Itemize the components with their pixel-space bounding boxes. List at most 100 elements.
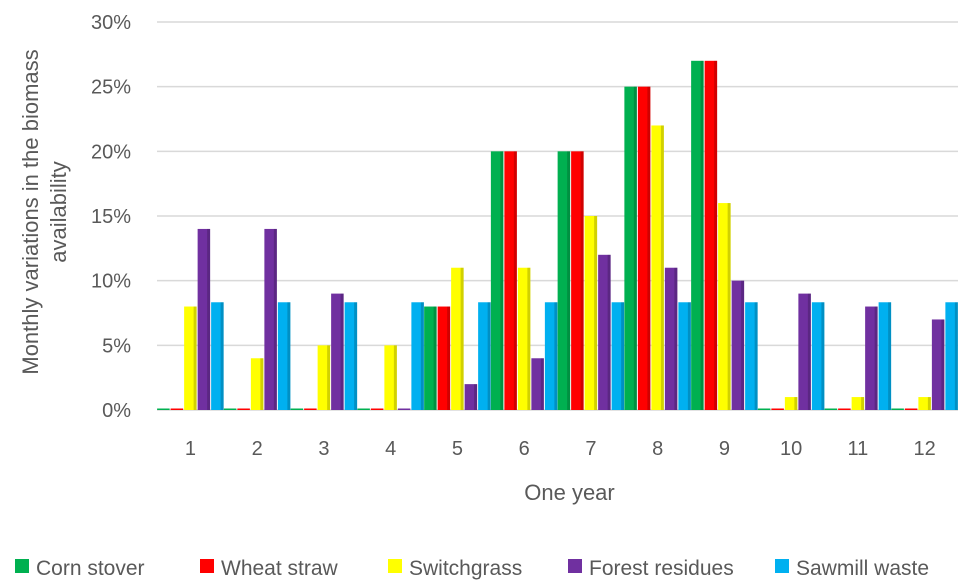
bar bbox=[184, 306, 197, 410]
bar-shade bbox=[327, 345, 331, 410]
bar bbox=[945, 302, 958, 410]
bar-shade bbox=[287, 302, 291, 410]
bar-shade bbox=[633, 86, 637, 411]
bar-shade bbox=[700, 60, 704, 411]
legend-label: Forest residues bbox=[589, 557, 734, 580]
x-tick-label: 11 bbox=[847, 438, 868, 460]
bar bbox=[170, 408, 184, 410]
x-tick-label: 5 bbox=[452, 438, 463, 460]
bar bbox=[745, 302, 758, 410]
bar-shade bbox=[687, 302, 691, 410]
y-tick-label: 5% bbox=[102, 335, 131, 357]
bar-shade bbox=[821, 302, 825, 410]
bar-shade bbox=[621, 302, 625, 410]
bar bbox=[624, 86, 637, 411]
bar bbox=[851, 397, 865, 410]
bar-shade bbox=[460, 267, 464, 410]
y-tick-label: 15% bbox=[91, 206, 131, 228]
bar-shade bbox=[513, 151, 517, 411]
bar-shade bbox=[220, 302, 224, 410]
x-tick-label: 10 bbox=[780, 438, 802, 460]
bar bbox=[397, 408, 411, 410]
bar bbox=[824, 408, 838, 410]
bar-shade bbox=[260, 358, 264, 410]
bar bbox=[904, 408, 918, 410]
x-tick-label: 3 bbox=[318, 438, 329, 460]
bar bbox=[838, 408, 851, 410]
x-tick-label: 9 bbox=[719, 438, 730, 460]
bars bbox=[157, 60, 958, 411]
bar bbox=[490, 151, 504, 411]
bar bbox=[571, 151, 584, 411]
bar-shade bbox=[193, 306, 197, 410]
bar-shade bbox=[861, 397, 865, 410]
bar-shade bbox=[927, 397, 931, 410]
legend-swatch bbox=[388, 559, 402, 573]
y-axis-title: Monthly variations in the biomass availa… bbox=[18, 49, 71, 374]
bar bbox=[197, 228, 211, 410]
bar bbox=[517, 267, 531, 410]
bar bbox=[651, 125, 664, 410]
bar bbox=[784, 397, 798, 410]
bar bbox=[344, 302, 358, 410]
bar-shade bbox=[714, 60, 718, 411]
bar bbox=[157, 408, 170, 410]
bar bbox=[370, 408, 384, 410]
bar-shade bbox=[567, 151, 571, 411]
legend-label: Wheat straw bbox=[221, 557, 339, 580]
y-tick-label: 25% bbox=[91, 77, 131, 99]
bar-shade bbox=[447, 306, 451, 410]
bar-shade bbox=[580, 151, 584, 411]
bar bbox=[237, 408, 250, 410]
bar-shade bbox=[474, 384, 478, 410]
bar-shade bbox=[487, 302, 491, 410]
y-tick-label: 0% bbox=[102, 400, 131, 422]
x-tick-label: 8 bbox=[652, 438, 663, 460]
bar-shade bbox=[527, 267, 531, 410]
bar-shade bbox=[340, 293, 344, 410]
bar-shade bbox=[888, 302, 892, 410]
bar bbox=[411, 302, 424, 410]
bar bbox=[211, 302, 224, 410]
bar bbox=[277, 302, 291, 410]
y-axis-title-line-1: Monthly variations in the biomass bbox=[18, 49, 43, 374]
bar-shade bbox=[741, 280, 745, 410]
bar bbox=[731, 280, 745, 410]
bar bbox=[437, 306, 451, 410]
bar bbox=[464, 384, 478, 410]
gridlines bbox=[157, 21, 958, 411]
bar bbox=[691, 60, 704, 411]
bar bbox=[331, 293, 344, 410]
legend-swatch bbox=[200, 559, 214, 573]
bar bbox=[223, 408, 237, 410]
bar-shade bbox=[554, 302, 558, 410]
bar bbox=[757, 408, 771, 410]
bar bbox=[357, 408, 370, 410]
x-tick-label: 7 bbox=[585, 438, 596, 460]
bar bbox=[811, 302, 825, 410]
bar bbox=[557, 151, 571, 411]
bar-shade bbox=[607, 254, 611, 410]
bar bbox=[478, 302, 491, 410]
x-tick-label: 1 bbox=[185, 438, 196, 460]
x-axis-tick-labels: 1 2 3 4 5 6 7 8 9 10 11 12 bbox=[185, 438, 936, 460]
bar bbox=[598, 254, 611, 410]
bar bbox=[504, 151, 517, 411]
bar bbox=[718, 203, 731, 410]
legend-label: Corn stover bbox=[36, 557, 145, 580]
bar-shade bbox=[273, 228, 277, 410]
bar bbox=[664, 267, 678, 410]
bar bbox=[637, 86, 651, 411]
bar-shade bbox=[594, 216, 598, 410]
bar bbox=[451, 267, 464, 410]
x-axis-title: One year bbox=[524, 480, 615, 505]
legend-swatch bbox=[775, 559, 789, 573]
bar-shade bbox=[207, 228, 211, 410]
bar bbox=[290, 408, 304, 410]
bar bbox=[865, 306, 878, 410]
bar-shade bbox=[660, 125, 664, 410]
bar bbox=[584, 216, 598, 410]
bar bbox=[891, 408, 904, 410]
bar bbox=[771, 408, 784, 410]
